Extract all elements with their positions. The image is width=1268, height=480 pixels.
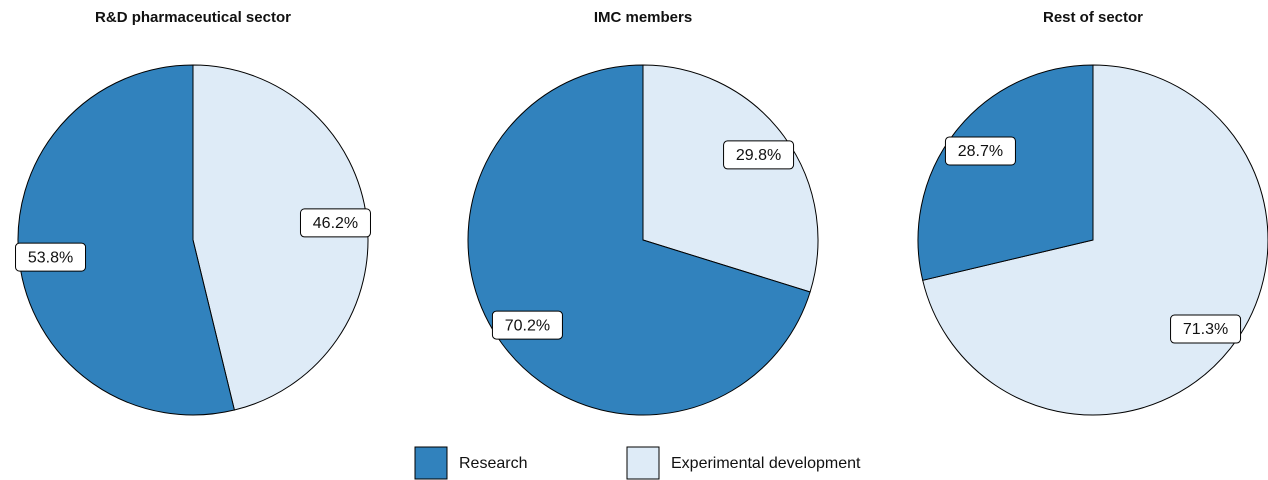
- data-label: 28.7%: [958, 143, 1003, 160]
- legend-swatch: [626, 446, 660, 480]
- pie-slice: [642, 64, 819, 293]
- label-box: [723, 140, 795, 170]
- pie-title: IMC members: [594, 9, 692, 26]
- data-label: 70.2%: [505, 317, 550, 334]
- data-label: 53.8%: [28, 249, 73, 266]
- data-label: 71.3%: [1183, 321, 1228, 338]
- label-box: [15, 242, 87, 272]
- pie-slice: [917, 64, 1094, 281]
- label-box: [1170, 314, 1242, 344]
- label-box: [299, 208, 371, 238]
- data-label: 29.8%: [736, 147, 781, 164]
- label-box: [491, 310, 563, 340]
- label-box: [944, 136, 1016, 166]
- legend-swatch: [414, 446, 448, 480]
- pie-title: Rest of sector: [1043, 9, 1143, 26]
- data-label: 46.2%: [313, 215, 358, 232]
- pie-title: R&D pharmaceutical sector: [95, 9, 291, 26]
- legend-label: Experimental development: [671, 455, 861, 472]
- legend-label: Research: [459, 455, 527, 472]
